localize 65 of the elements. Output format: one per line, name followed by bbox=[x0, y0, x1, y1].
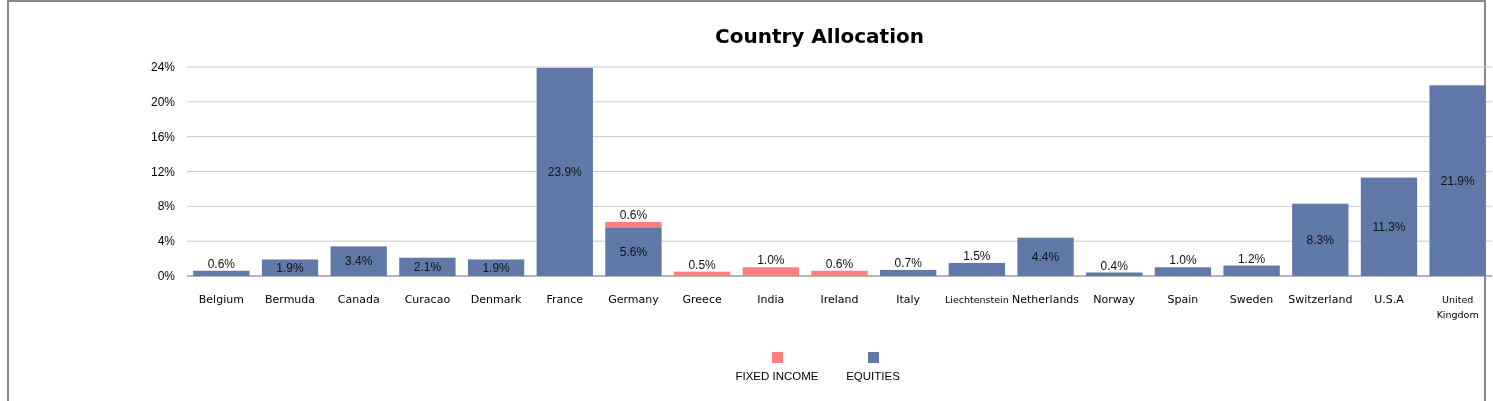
x-tick-label: Switzerland bbox=[1288, 293, 1353, 306]
x-tick-label: United Kingdom bbox=[1436, 294, 1479, 320]
bar bbox=[536, 67, 593, 276]
x-tick-label: Bermuda bbox=[265, 293, 316, 306]
x-tick-label: Germany bbox=[608, 293, 660, 306]
x-tick-label: U.S.A bbox=[1374, 293, 1405, 306]
y-tick-label: 12% bbox=[150, 164, 176, 179]
chart-title: Country Allocation bbox=[715, 24, 924, 48]
x-tick-label: Belgium bbox=[198, 293, 244, 306]
data-label: 1.5% bbox=[963, 248, 991, 263]
y-tick-label: 4% bbox=[157, 234, 176, 249]
data-label: 1.0% bbox=[757, 253, 785, 268]
data-label: 11.3% bbox=[1372, 219, 1406, 234]
legend-label: EQUITIES bbox=[846, 370, 901, 382]
x-tick-label: Curacao bbox=[404, 293, 451, 306]
y-tick-label: 16% bbox=[150, 129, 176, 144]
bar bbox=[880, 269, 937, 276]
x-tick-label: Denmark bbox=[470, 293, 522, 306]
data-label: 3.4% bbox=[345, 254, 373, 269]
x-tick-label: Ireland bbox=[820, 293, 859, 306]
data-label: 0.7% bbox=[894, 255, 923, 270]
bar bbox=[742, 267, 799, 276]
data-label: 5.6% bbox=[619, 244, 648, 259]
bar bbox=[811, 270, 868, 276]
bar bbox=[1154, 267, 1212, 276]
bar bbox=[605, 222, 662, 228]
data-label: 4.4% bbox=[1031, 249, 1060, 264]
data-label: 8.3% bbox=[1306, 232, 1335, 247]
data-label: 0.6% bbox=[207, 256, 236, 271]
y-tick-label: 20% bbox=[150, 94, 176, 109]
data-label: 0.4% bbox=[1100, 258, 1129, 273]
x-tick-label: France bbox=[546, 293, 584, 306]
y-tick-label: 0% bbox=[157, 269, 176, 283]
legend-label: FIXED INCOME bbox=[735, 370, 819, 382]
x-tick-label: Canada bbox=[337, 293, 380, 306]
data-label: 2.1% bbox=[413, 259, 442, 274]
x-tick-label: Greece bbox=[682, 293, 722, 306]
data-label: 1.2% bbox=[1237, 251, 1266, 266]
x-tick-label: Netherlands bbox=[1012, 293, 1080, 306]
bar bbox=[1223, 265, 1280, 276]
data-label: 1.0% bbox=[1169, 253, 1197, 268]
y-tick-label: 24% bbox=[150, 60, 176, 74]
x-tick-label: Italy bbox=[896, 293, 921, 306]
bar bbox=[1429, 85, 1486, 276]
data-label: 1.9% bbox=[482, 260, 511, 275]
data-label: 0.6% bbox=[619, 208, 648, 223]
data-label: 0.6% bbox=[825, 256, 854, 271]
x-tick-label: India bbox=[757, 293, 785, 306]
bar bbox=[1017, 237, 1074, 276]
bar bbox=[605, 227, 662, 276]
bar bbox=[330, 246, 387, 276]
x-tick-label: Sweden bbox=[1229, 293, 1274, 306]
bar bbox=[1360, 177, 1418, 276]
data-label: 0.5% bbox=[688, 257, 717, 272]
x-tick-label: Liechtenstein bbox=[944, 294, 1009, 305]
bar bbox=[673, 271, 731, 276]
data-label: 23.9% bbox=[547, 164, 583, 179]
data-label: 1.9% bbox=[276, 260, 305, 275]
x-tick-label: Norway bbox=[1093, 293, 1136, 306]
y-tick-label: 8% bbox=[157, 199, 176, 214]
data-label: 21.9% bbox=[1440, 173, 1475, 188]
x-tick-label: Spain bbox=[1167, 293, 1199, 306]
bar bbox=[193, 270, 250, 276]
bar bbox=[948, 262, 1006, 276]
bar bbox=[1292, 203, 1349, 276]
